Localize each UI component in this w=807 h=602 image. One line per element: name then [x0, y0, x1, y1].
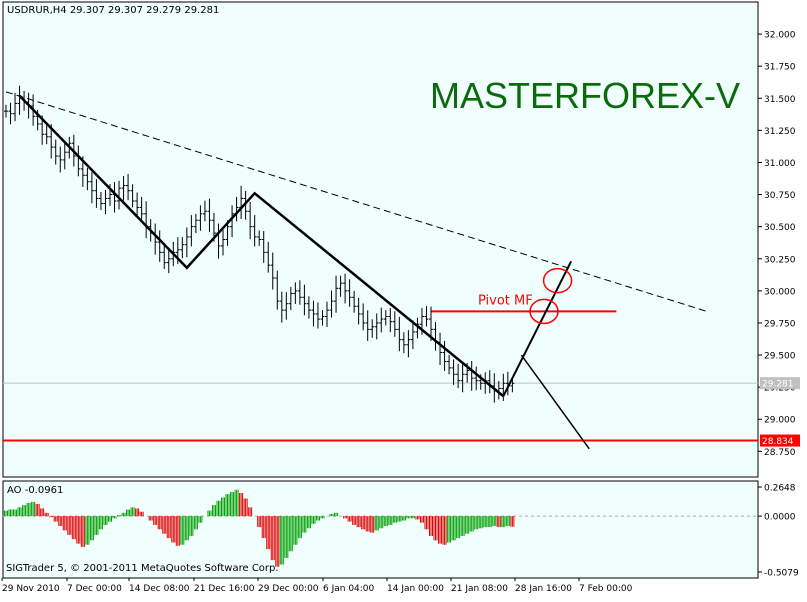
x-tick-label: 14 Jan 00:00 — [387, 584, 444, 594]
price-plot-area[interactable] — [2, 1, 759, 478]
y-tick-label: 31.750 — [764, 63, 796, 73]
ao-bars — [4, 489, 515, 567]
zigzag-line — [18, 94, 505, 398]
x-tick-label: 28 Jan 16:00 — [515, 584, 572, 594]
highlight-circle — [529, 298, 559, 325]
ao-header: AO -0.0961 — [7, 485, 63, 496]
y-tick-label: 30.750 — [764, 191, 796, 201]
support-label: 28.834 — [762, 437, 794, 447]
y-tick-label: 29.500 — [764, 352, 796, 362]
x-tick-label: 29 Nov 2010 — [2, 584, 60, 594]
y-tick-label: 28.750 — [764, 448, 796, 458]
ao-tick-label: 0.2648 — [764, 484, 796, 494]
highlight-circle — [542, 267, 573, 294]
dashed-trendline — [5, 91, 707, 312]
ao-axis: 0.2648 0.0000 -0.5079 — [3, 484, 799, 579]
x-tick-label: 21 Dec 16:00 — [194, 584, 255, 594]
x-tick-label: 7 Dec 00:00 — [67, 584, 122, 594]
ao-plot-area[interactable] — [2, 480, 759, 579]
y-tick-label: 31.000 — [764, 159, 796, 169]
current-price-tag — [760, 377, 800, 390]
x-tick-label: 7 Feb 00:00 — [579, 584, 633, 594]
y-tick-label: 32.000 — [764, 31, 796, 41]
y-tick-label: 30.500 — [764, 223, 796, 233]
y-tick-label: 30.000 — [764, 287, 796, 297]
y-tick-label: 30.250 — [764, 255, 796, 265]
x-tick-label: 21 Jan 08:00 — [451, 584, 508, 594]
pivot-label: Pivot MF — [478, 293, 533, 308]
watermark-text: MASTERFOREX-V — [430, 75, 740, 116]
y-tick-label: 31.500 — [764, 95, 796, 105]
ao-tick-label: 0.0000 — [764, 513, 796, 523]
price-overlays — [3, 91, 758, 450]
ao-tick-label: -0.5079 — [764, 569, 799, 579]
time-axis: 29 Nov 2010 7 Dec 00:00 14 Dec 08:00 21 Dec… — [1, 578, 633, 594]
projection-down-line — [520, 354, 590, 450]
current-price-label: 29.281 — [762, 380, 794, 390]
x-tick-label: 6 Jan 04:00 — [323, 584, 375, 594]
projection-up-line — [502, 260, 573, 397]
copyright-text: SIGTrader 5, © 2001-2011 MetaQuotes Soft… — [6, 563, 279, 574]
y-tick-label: 31.250 — [764, 127, 796, 137]
x-tick-label: 14 Dec 08:00 — [129, 584, 190, 594]
price-axis: 32.000 31.750 31.500 31.250 31.000 30.750 30.5… — [758, 31, 796, 458]
price-labels: 29.281 28.834 Pivot MF — [478, 293, 800, 447]
y-tick-label: 29.000 — [764, 416, 796, 426]
y-tick-label: 29.750 — [764, 319, 796, 329]
chart-header: USDRUR,H4 29.307 29.307 29.279 29.281 — [7, 5, 219, 16]
x-tick-label: 29 Dec 00:00 — [258, 584, 319, 594]
price-bars — [4, 85, 515, 403]
support-tag — [760, 434, 800, 447]
